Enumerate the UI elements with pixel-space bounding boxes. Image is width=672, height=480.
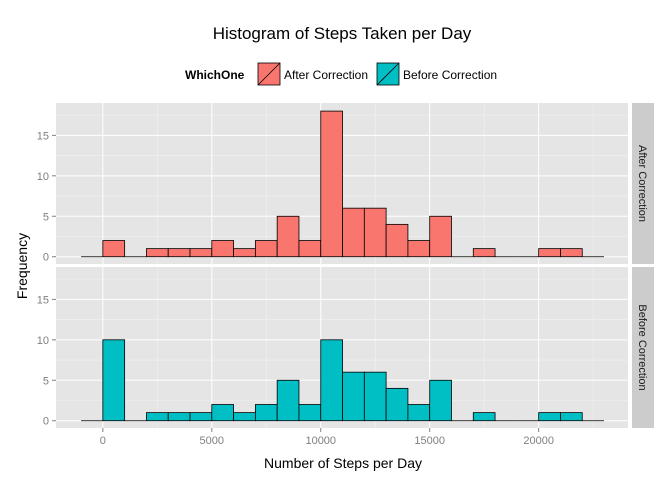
x-tick-label: 15000 — [414, 435, 445, 447]
histogram-bar — [298, 240, 322, 258]
x-axis-title: Number of Steps per Day — [264, 455, 422, 471]
y-tick-label: 10 — [37, 335, 49, 347]
bars-2 — [81, 339, 605, 422]
legend-title: WhichOne — [185, 68, 245, 82]
facet-strip — [632, 103, 654, 264]
y-tick-label: 5 — [43, 211, 49, 223]
histogram-bar — [407, 404, 431, 422]
histogram-bar — [320, 110, 343, 258]
histogram-bar — [102, 240, 126, 258]
histogram-bar — [429, 379, 452, 422]
histogram-bar — [276, 215, 300, 258]
histogram-bar — [254, 404, 278, 422]
y-axis-title: Frequency — [14, 233, 30, 299]
histogram-bar — [538, 248, 561, 258]
histogram-bar — [233, 248, 256, 258]
legend-key-after-correction-slash — [257, 62, 281, 86]
facet-panels: 0 5 10 15 After Correction 0 5 10 15 Before Corre… — [37, 103, 654, 428]
histogram-bar — [146, 412, 169, 422]
panel-1: 0 5 10 15 After Correction — [37, 103, 654, 264]
legend: WhichOne After Correction Before Correct… — [185, 62, 497, 86]
x-axis: 0 5000 10000 15000 20000 — [100, 428, 554, 447]
histogram-bar — [189, 248, 213, 258]
histogram-bar — [233, 412, 256, 422]
x-tick-label: 20000 — [523, 435, 554, 447]
legend-label-after-correction: After Correction — [284, 68, 368, 82]
y-tick-label: 15 — [37, 130, 49, 142]
legend-key-before-correction-slash — [376, 62, 400, 86]
histogram-bar — [102, 339, 126, 422]
x-tick-label: 10000 — [305, 435, 336, 447]
histogram-bar — [385, 223, 409, 258]
histogram-bar — [254, 240, 278, 258]
histogram-bar — [385, 387, 409, 422]
y-tick-label: 10 — [37, 171, 49, 183]
x-tick-label: 0 — [100, 435, 106, 447]
x-tick-label: 5000 — [200, 435, 224, 447]
histogram-bar — [429, 215, 452, 258]
histogram-bar — [298, 404, 322, 422]
histogram-bar — [472, 412, 496, 422]
legend-label-before-correction: Before Correction — [403, 68, 497, 82]
facet-strip-label: Before Correction — [636, 304, 648, 390]
histogram-bar — [276, 379, 300, 422]
histogram-bar — [342, 371, 365, 422]
chart-title: Histogram of Steps Taken per Day — [213, 24, 472, 43]
histogram-bar — [211, 240, 234, 258]
histogram-bar — [560, 412, 583, 422]
histogram-bar — [189, 412, 213, 422]
histogram-bar — [538, 412, 561, 422]
histogram-bar — [167, 412, 191, 422]
histogram-bar — [167, 248, 191, 258]
bars-1 — [81, 110, 605, 258]
histogram-bar — [211, 404, 234, 422]
histogram-bar — [407, 240, 431, 258]
y-tick-label: 15 — [37, 294, 49, 306]
histogram-bar — [342, 207, 365, 258]
facet-strip — [632, 267, 654, 428]
histogram-bar — [363, 371, 387, 422]
histogram-bar — [472, 248, 496, 258]
facet-strip-label: After Correction — [636, 145, 648, 222]
histogram-bar — [363, 207, 387, 258]
panel-2: 0 5 10 15 Before Correction — [37, 267, 654, 428]
y-tick-label: 0 — [43, 252, 49, 264]
histogram-bar — [146, 248, 169, 258]
y-tick-label: 5 — [43, 375, 49, 387]
histogram-bar — [560, 248, 583, 258]
y-tick-label: 0 — [43, 416, 49, 428]
histogram-bar — [320, 339, 343, 422]
